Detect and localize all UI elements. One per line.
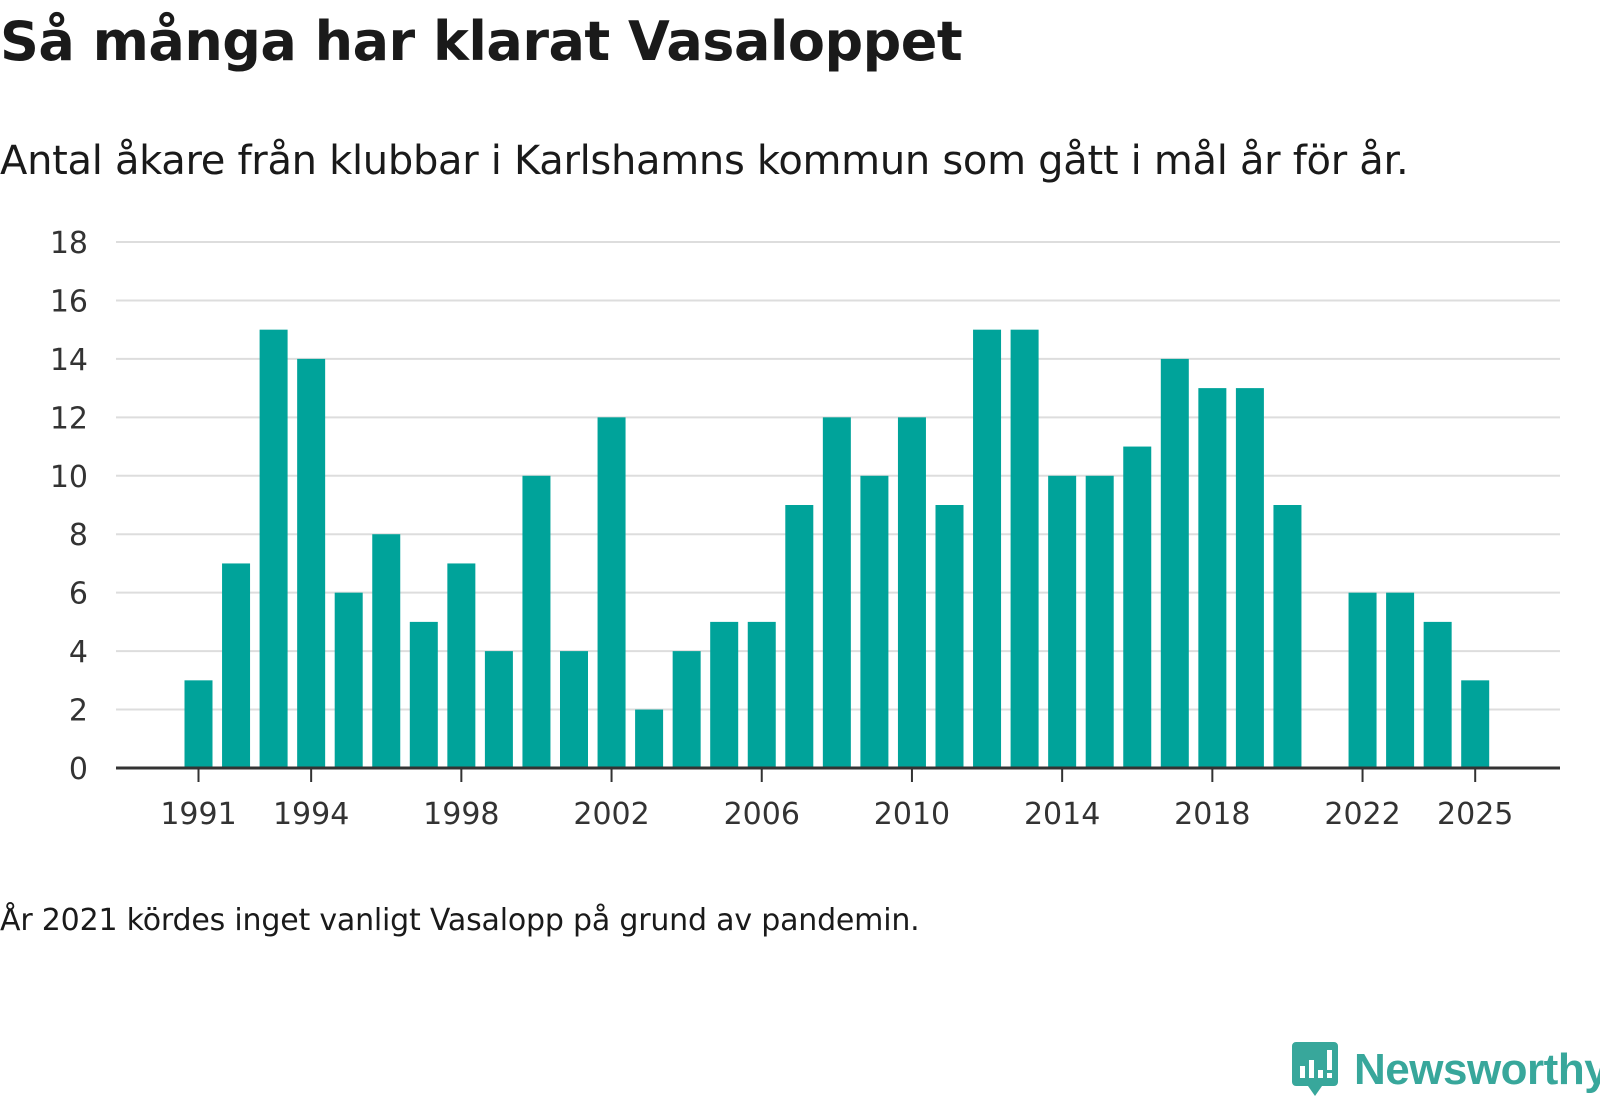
bar-2007 (785, 505, 814, 768)
x-tick-label: 2018 (1174, 797, 1250, 832)
bar-2022 (1348, 592, 1377, 768)
bar-2016 (1123, 446, 1152, 768)
bar-1999 (484, 651, 513, 768)
bar-2017 (1160, 358, 1189, 768)
x-tick-label: 1994 (273, 797, 349, 832)
y-tick-label: 2 (69, 694, 88, 729)
bar-1994 (297, 358, 326, 768)
bar-1998 (447, 563, 476, 768)
y-axis-ticks: 0 2 4 6 8 10 12 14 16 18 (50, 226, 88, 787)
bar-2009 (860, 475, 889, 768)
bar-2019 (1235, 388, 1264, 768)
bar-2024 (1423, 621, 1452, 768)
bar-2002 (597, 417, 626, 768)
bar-2001 (560, 651, 588, 768)
x-tick-label: 1991 (160, 797, 236, 832)
bar-2004 (672, 651, 701, 768)
bar-2008 (822, 417, 851, 768)
bar-2003 (635, 709, 664, 768)
y-tick-label: 16 (50, 284, 88, 319)
footnote: År 2021 kördes inget vanligt Vasalopp på… (0, 903, 920, 938)
bar-1992 (222, 563, 251, 768)
x-tick-label: 2010 (874, 797, 950, 832)
bar-1995 (334, 592, 363, 768)
bar-2015 (1085, 475, 1114, 768)
x-tick-label: 2014 (1024, 797, 1100, 832)
bar-1991 (184, 680, 213, 768)
x-tick-label: 2022 (1324, 797, 1400, 832)
y-tick-label: 8 (69, 518, 88, 553)
x-axis: 1991 1994 1998 2002 2006 2010 2014 2018 2022 2025 (116, 766, 1560, 832)
bar-2012 (973, 329, 1002, 768)
brand-name: Newsworthy (1354, 1045, 1600, 1094)
y-tick-label: 10 (50, 460, 88, 495)
x-tick-label: 2006 (724, 797, 800, 832)
bar-2014 (1048, 475, 1077, 768)
y-tick-label: 14 (50, 343, 88, 378)
bar-2010 (897, 417, 926, 768)
bar-2013 (1010, 329, 1039, 768)
y-tick-label: 6 (69, 577, 88, 612)
bar-2006 (747, 621, 776, 768)
x-tick-label: 2025 (1437, 797, 1513, 832)
bar-2023 (1386, 592, 1415, 768)
y-tick-label: 0 (69, 752, 88, 787)
chart-title: Så många har klarat Vasaloppet (0, 10, 963, 73)
bar-2000 (522, 475, 551, 768)
chart-subtitle: Antal åkare från klubbar i Karlshamns ko… (0, 138, 1409, 184)
bar-2005 (710, 621, 739, 768)
brand-logo: Newsworthy (1290, 1040, 1600, 1100)
y-tick-label: 18 (50, 226, 88, 261)
bar-2025 (1461, 680, 1490, 768)
bar-2020 (1273, 505, 1302, 768)
y-tick-label: 12 (50, 401, 88, 436)
bar-2018 (1198, 388, 1227, 768)
bar-chart: 0 2 4 6 8 10 12 14 16 18 1991 1994 1998 2002 2006 2010… (50, 226, 1560, 832)
bar-1993 (259, 329, 288, 768)
x-tick-label: 1998 (423, 797, 499, 832)
bar-1997 (409, 621, 438, 768)
bar-2011 (935, 505, 964, 768)
bars (184, 329, 1490, 768)
y-tick-label: 4 (69, 635, 88, 670)
bar-1996 (372, 534, 401, 768)
newsworthy-logo-icon (1292, 1042, 1338, 1096)
x-tick-label: 2002 (573, 797, 649, 832)
